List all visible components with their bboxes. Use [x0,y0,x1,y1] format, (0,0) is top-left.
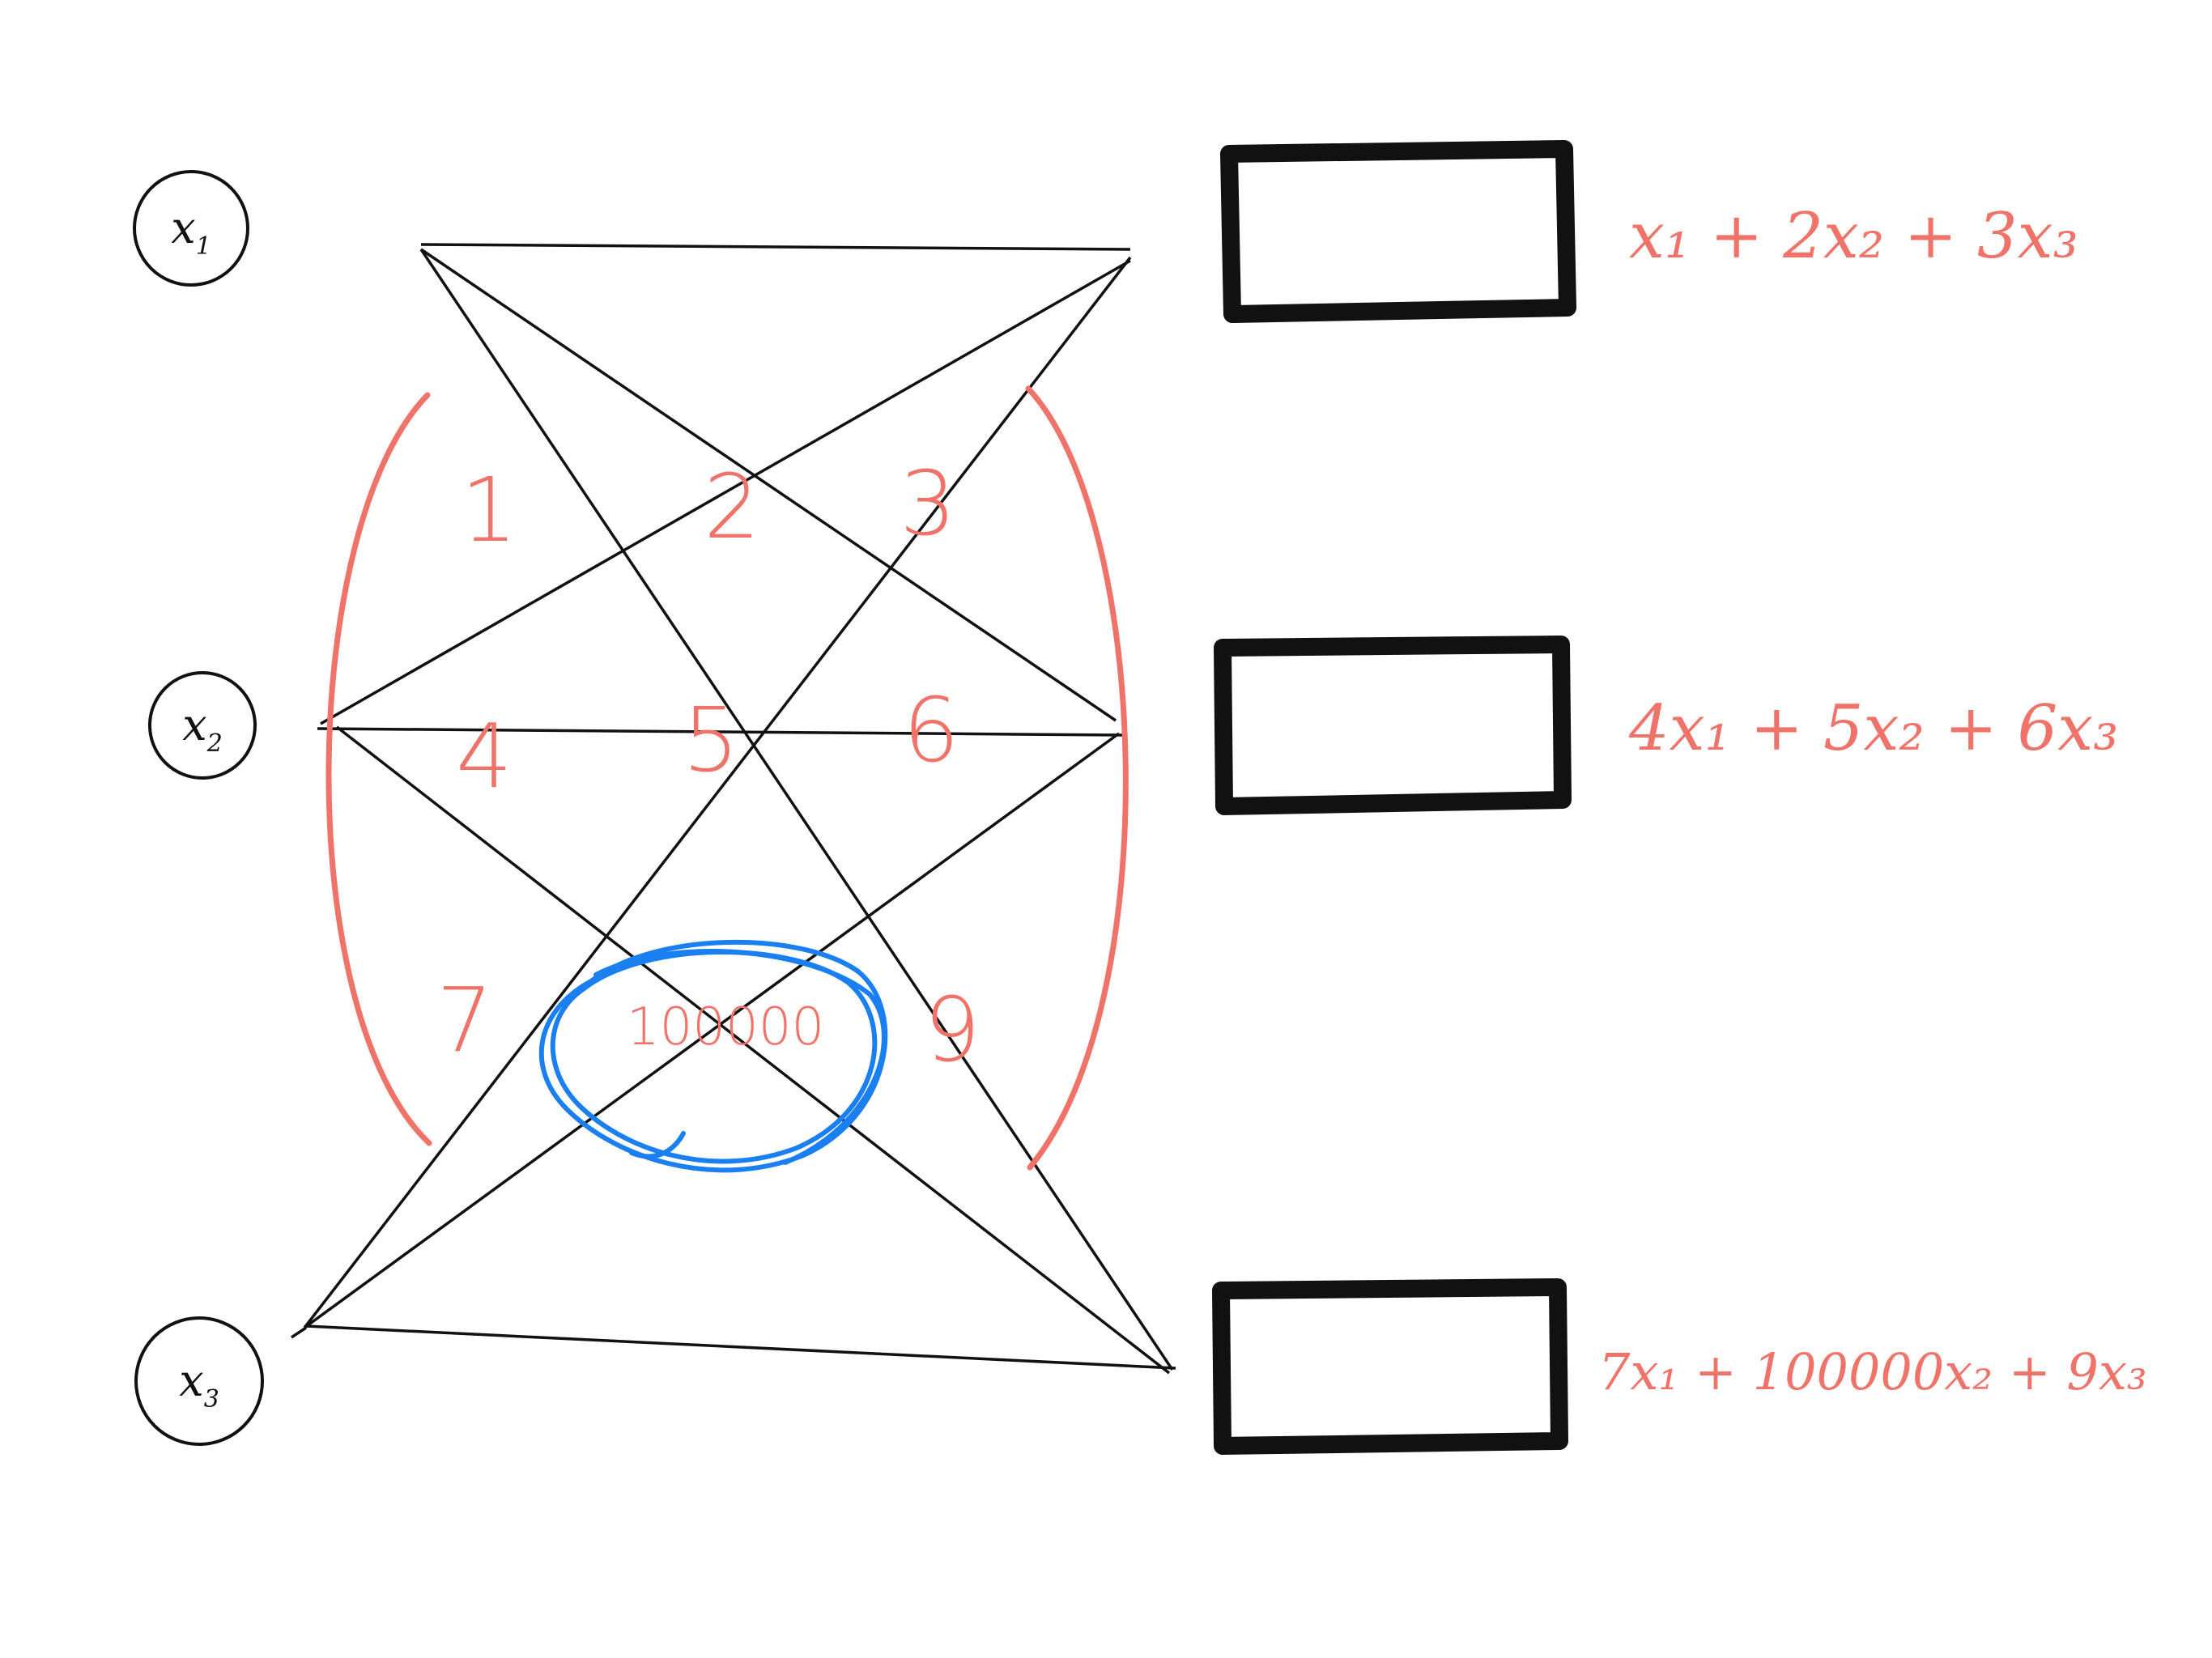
output-box-2 [1214,636,1572,815]
connection-lines [291,243,1176,1375]
edge-x3-y2 [303,732,1121,1329]
matrix-brackets [325,385,1129,1171]
weight-1-2: 2 [704,455,760,559]
output-expr-3: 7x₁ + 100000x₂ + 9x₃ [1598,1342,2147,1401]
highlight-circle [538,939,888,1173]
output-boxes [1212,140,1576,1455]
input-sub-x3: 3 [204,1385,219,1414]
output-box-3 [1212,1278,1568,1455]
weight-3-1: 7 [436,968,493,1072]
edge-x1-y1 [420,243,1131,251]
svg-text:x3: x3 [179,1355,219,1414]
input-node-x3: x3 [134,1316,264,1446]
weight-matrix: 1 2 3 4 5 6 7 100000 9 [436,452,981,1082]
output-expressions: x₁ + 2x₂ + 3x₃ 4x₁ + 5x₂ + 6x₃ 7x₁ + 100… [1598,200,2147,1401]
weight-1-3: 3 [900,452,956,555]
edge-x2-y2 [317,727,1123,737]
output-expr-2: 4x₁ + 5x₂ + 6x₃ [1628,692,2119,765]
svg-text:x1: x1 [171,202,211,261]
input-var-x2: x [182,699,206,750]
weight-1-1: 1 [461,458,517,562]
weight-2-2: 5 [683,688,739,792]
edge-x3-y1 [303,256,1132,1329]
svg-text:x2: x2 [182,699,223,758]
edge-x1-y2 [420,248,1117,722]
input-sub-x1: 1 [196,232,211,261]
right-bracket [1025,385,1129,1171]
input-node-x1: x1 [133,170,249,287]
weight-2-3: 6 [903,678,959,782]
weight-2-1: 4 [456,704,513,808]
edge-x3-y3 [305,1324,1176,1370]
input-var-x3: x [179,1355,203,1406]
output-box-1 [1220,140,1576,323]
output-expr-1: x₁ + 2x₂ + 3x₃ [1629,200,2078,273]
input-var-x1: x [171,202,195,253]
input-sub-x2: 2 [206,729,223,758]
edge-x3-tail [291,1326,307,1339]
edge-x2-y1 [320,259,1131,725]
weight-3-2: 100000 [627,997,824,1057]
left-bracket [325,392,432,1146]
input-node-x2: x2 [148,671,257,780]
weight-3-3: 9 [924,978,981,1082]
edge-x1-y3 [419,249,1174,1371]
edge-x2-y3 [335,725,1171,1375]
